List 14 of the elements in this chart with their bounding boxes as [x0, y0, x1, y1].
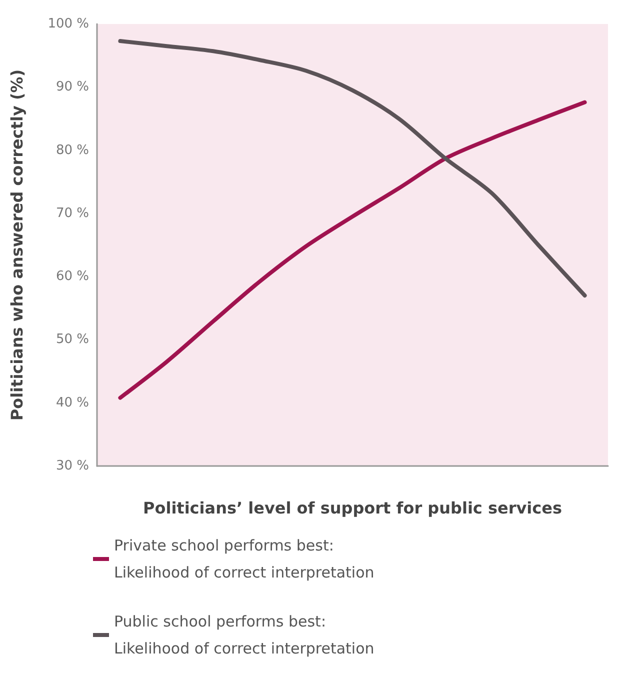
y-tick-label: 100 %	[48, 16, 89, 32]
legend-label: Public school performs best: Likelihood of correct interpretation	[114, 612, 374, 658]
y-tick-label: 30 %	[56, 458, 89, 474]
y-tick-label: 70 %	[56, 206, 89, 221]
legend-label: Private school performs best: Likelihood of correct interpretation	[114, 536, 374, 582]
y-axis-title: Politicians who answered correctly (%)	[8, 69, 26, 421]
line-series	[118, 39, 587, 298]
y-tick-label: 80 %	[56, 142, 89, 158]
x-axis-title: Politicians’ level of support for public services	[142, 498, 562, 518]
y-tick-label: 60 %	[56, 269, 89, 284]
y-tick-label: 50 %	[56, 332, 89, 348]
line-series	[118, 100, 587, 400]
y-tick-label: 40 %	[56, 395, 89, 410]
y-tick-label: 90 %	[56, 80, 89, 95]
